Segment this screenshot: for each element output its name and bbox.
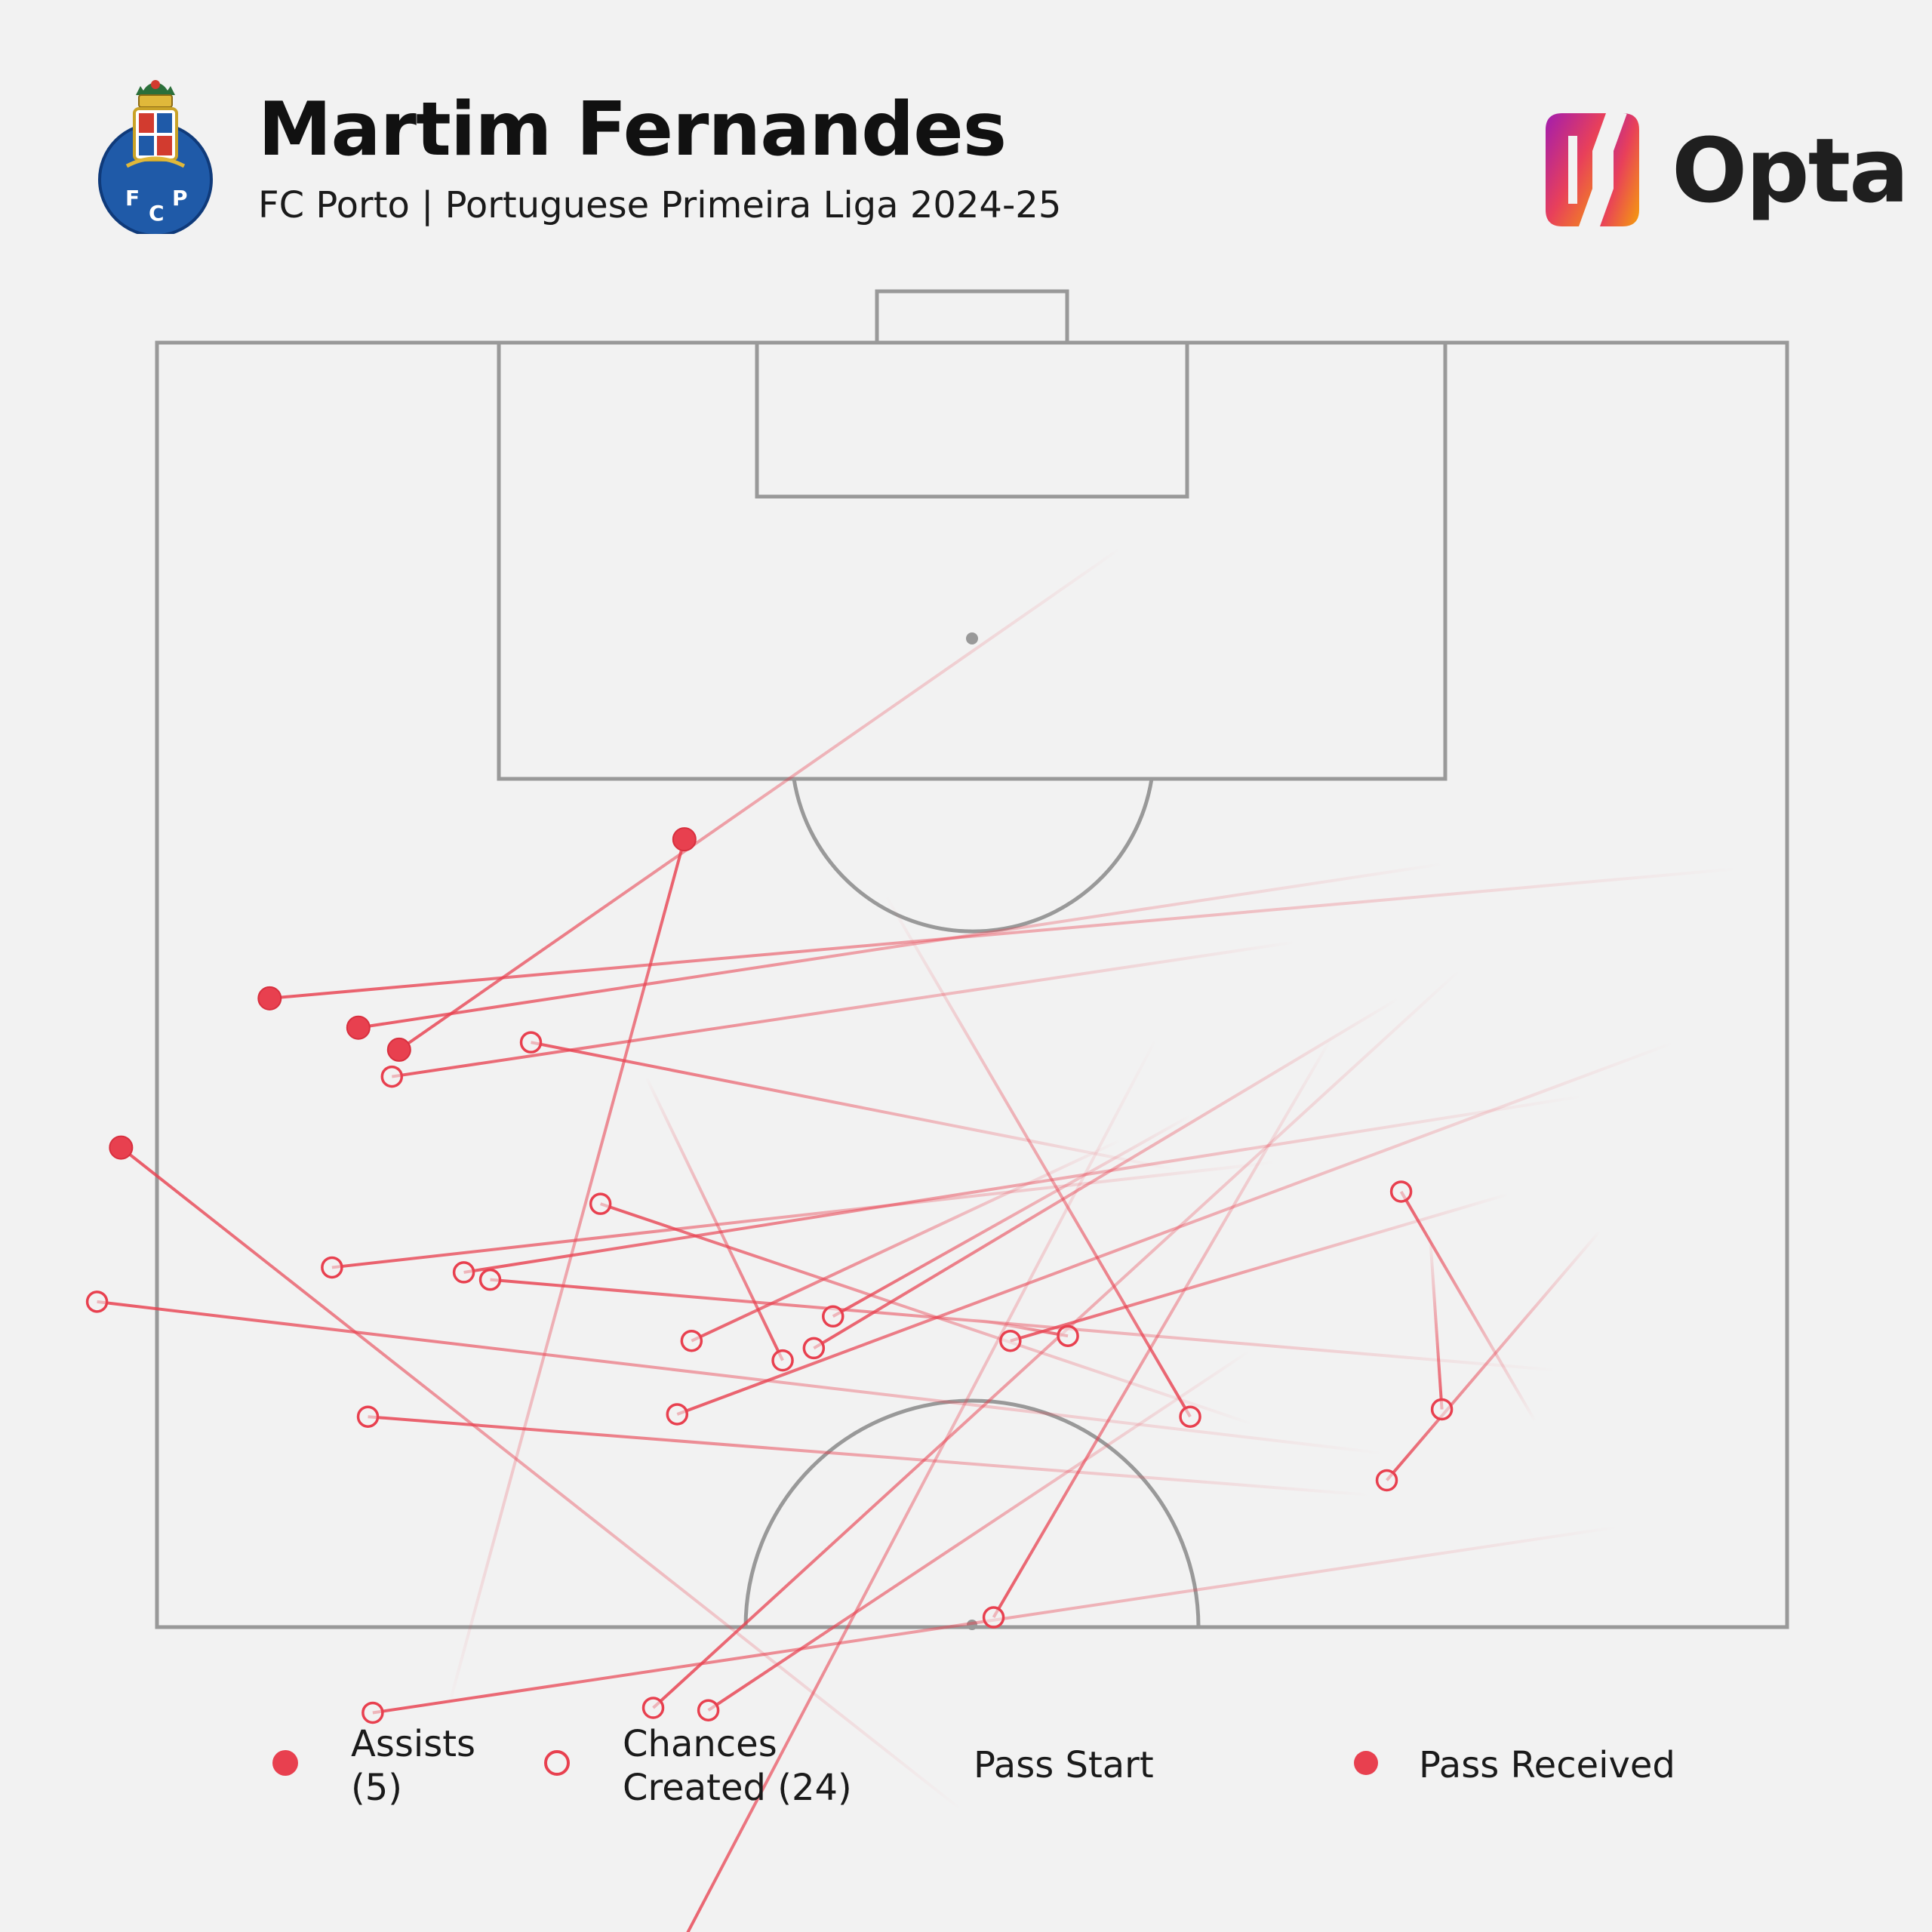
legend-pass-line (1165, 1751, 1378, 1775)
chance-pass-line-11 (1010, 1192, 1510, 1343)
legend-assists-line1: Assists (351, 1723, 476, 1765)
chance-pass-line-23 (1399, 1190, 1537, 1423)
opta-brand: Opta (1540, 106, 1909, 242)
chance-marker-1 (380, 1065, 404, 1088)
legend-chances-line1: Chances (623, 1723, 777, 1765)
chance-pass-line-15 (1428, 1232, 1444, 1410)
chance-marker-11 (999, 1329, 1022, 1352)
assist-marker-1 (257, 986, 282, 1011)
chance-marker-15 (1430, 1398, 1454, 1421)
assist-pass-line-1 (269, 867, 1740, 1000)
assist-marker-2 (346, 1015, 371, 1040)
chance-marker-20 (641, 1697, 665, 1719)
chance-pass-line-8 (691, 1139, 1121, 1343)
pitch-lines (155, 289, 1789, 1629)
chance-pass-line-14 (884, 894, 1192, 1418)
chance-pass-line-9 (971, 1317, 1069, 1338)
fc-porto-crest-icon: F C P (97, 75, 214, 237)
chance-pass-line-21 (707, 1349, 1251, 1712)
assist-marker-3 (386, 1037, 411, 1062)
goal (875, 289, 1069, 343)
chance-pass-line-17 (1386, 1229, 1601, 1481)
chance-marker-17 (1375, 1469, 1398, 1492)
crest-letter-1: F (125, 186, 140, 211)
chance-pass-line-5 (331, 1161, 1277, 1269)
assist-pass-line-2 (358, 862, 1445, 1029)
assist-marker-4 (109, 1135, 134, 1160)
crest-letter-2: C (149, 201, 165, 226)
chance-pass-line-4 (600, 1202, 1254, 1426)
title-block: Martim Fernandes FC Porto | Portuguese P… (258, 85, 1061, 228)
six-yard-box (755, 340, 1189, 499)
assist-marker-5 (672, 827, 697, 852)
chance-pass-line-16 (368, 1415, 1371, 1497)
pass-end-markers (85, 827, 1454, 1724)
chance-pass-line-1 (391, 940, 1297, 1078)
chance-marker-10 (771, 1349, 794, 1372)
assist-pass-line-5 (445, 838, 686, 1713)
chance-marker-2 (519, 1031, 543, 1054)
page-subtitle: FC Porto | Portuguese Primeira Liga 2024… (258, 184, 1062, 226)
chance-marker-6 (452, 1261, 475, 1284)
chance-pass-line-13 (813, 997, 1400, 1350)
chance-marker-24 (666, 1403, 689, 1426)
pass-lines (97, 546, 1740, 1932)
chance-marker-14 (1179, 1405, 1201, 1428)
chance-marker-4 (589, 1192, 612, 1215)
chance-pass-line-3 (97, 1300, 1385, 1455)
chance-marker-23 (1389, 1180, 1413, 1203)
chance-marker-8 (680, 1329, 703, 1352)
chance-marker-12 (822, 1305, 844, 1328)
legend-assists-line2: (5) (351, 1767, 402, 1809)
assist-pass-line-4 (120, 1146, 964, 1812)
chance-marker-5 (321, 1256, 343, 1279)
chance-pass-line-12 (832, 1114, 1192, 1318)
chance-marker-16 (356, 1405, 380, 1428)
chance-pass-line-2 (531, 1041, 1177, 1171)
chance-pass-line-7 (490, 1278, 1558, 1372)
chance-marker-19 (361, 1701, 384, 1724)
assist-pass-line-3 (398, 546, 1122, 1051)
legend: Assists (5) Chances Created (24) Pass St… (0, 1713, 1932, 1819)
crest-letter-3: P (172, 186, 188, 211)
chance-marker-7 (478, 1268, 502, 1291)
centre-circle (743, 1398, 1201, 1628)
legend-assist-marker (272, 1750, 298, 1776)
pitch-outline (155, 340, 1789, 1629)
legend-pass-received-label: Pass Received (1419, 1744, 1675, 1786)
chance-marker-13 (802, 1337, 826, 1360)
penalty-arc (792, 778, 1154, 934)
penalty-box (497, 340, 1447, 781)
page-title: Martim Fernandes (258, 87, 1007, 173)
legend-assists-label: Assists (5) (351, 1722, 475, 1810)
chance-marker-21 (697, 1699, 720, 1721)
penalty-spot (966, 632, 978, 645)
chance-pass-line-22 (686, 1036, 1158, 1932)
chance-pass-line-18 (992, 1036, 1334, 1619)
chance-pass-line-10 (645, 1075, 784, 1361)
legend-chance-marker (544, 1750, 570, 1776)
opta-logo-icon (1540, 106, 1645, 234)
chance-marker-9 (1057, 1324, 1079, 1347)
legend-chances-line2: Created (24) (623, 1767, 852, 1809)
chance-marker-3 (85, 1291, 109, 1313)
provider-name: Opta (1672, 118, 1909, 223)
legend-chances-label: Chances Created (24) (623, 1722, 852, 1810)
chance-pass-line-24 (676, 1041, 1675, 1416)
chance-marker-18 (982, 1606, 1005, 1629)
legend-pass-start-label: Pass Start (974, 1744, 1154, 1786)
